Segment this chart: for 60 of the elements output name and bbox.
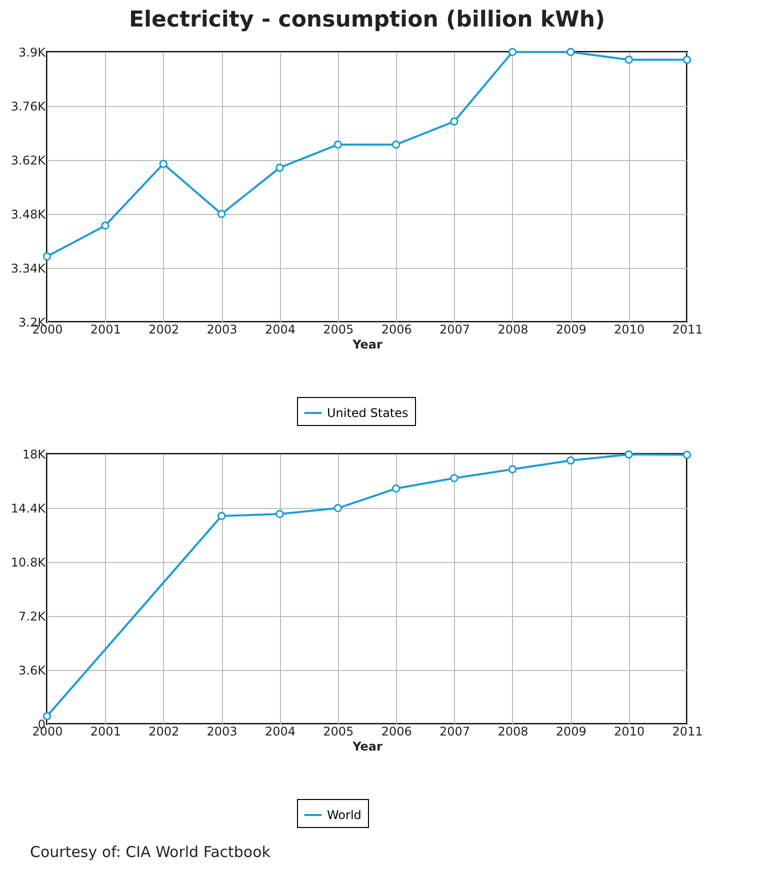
x-tick-label: 2009 — [556, 322, 586, 336]
point — [682, 450, 692, 459]
y-tick-label: 18K — [22, 448, 47, 462]
x-tick-label: 2006 — [381, 724, 412, 738]
x-tick-label: 2011 — [672, 724, 703, 738]
x-tick-label: 2004 — [264, 724, 296, 738]
y-tick-label: 14.4K — [10, 502, 47, 516]
x-tick-label: 2009 — [556, 724, 586, 738]
x-tick-label: 2005 — [323, 322, 354, 336]
point — [392, 140, 400, 149]
point — [624, 450, 633, 459]
point — [334, 504, 342, 512]
y-tick-label: 3.62K — [10, 154, 47, 168]
x-tick-label: 2001 — [90, 724, 121, 738]
y-tick-label: 3.76K — [10, 100, 47, 114]
y-tick-label: 3.9K — [18, 46, 47, 60]
x-axis-title: Year — [352, 740, 382, 754]
point — [42, 252, 52, 261]
y-tick-label: 3.48K — [10, 208, 47, 222]
chart-title: Electricity - consumption (billion kWh) — [128, 8, 606, 33]
y-tick-label: 7.2K — [18, 610, 47, 624]
x-tick-label: 2008 — [498, 724, 528, 738]
point — [42, 712, 52, 720]
x-tick-label: 2010 — [614, 322, 645, 336]
text: Courtesy of: CIA World Factbook — [30, 843, 270, 863]
point — [217, 210, 226, 218]
point — [217, 512, 226, 520]
x-axis-title: Year — [352, 338, 382, 352]
x-tick-label: 2006 — [381, 322, 412, 336]
point — [566, 456, 575, 465]
point — [334, 140, 342, 149]
x-tick-label: 2007 — [440, 322, 470, 336]
x-tick-label: 2004 — [264, 322, 296, 336]
point — [276, 164, 284, 172]
x-tick-label: 2002 — [148, 724, 180, 738]
x-tick-label: 2005 — [323, 724, 354, 738]
point — [450, 117, 458, 126]
y-tick-label: 10.8K — [10, 556, 47, 570]
y-tick-label: 3.6K — [18, 664, 47, 678]
x-tick-label: 2008 — [498, 322, 528, 336]
point — [392, 484, 400, 493]
point — [682, 56, 692, 64]
point — [159, 160, 168, 168]
point — [508, 48, 517, 56]
point — [508, 465, 517, 474]
x-tick-label: 2003 — [206, 724, 238, 738]
point — [101, 221, 110, 230]
x-tick-label: 2003 — [206, 322, 238, 336]
legend-label: World — [327, 808, 362, 822]
y-tick-label: 3.34K — [10, 262, 47, 276]
point — [450, 474, 458, 482]
point — [276, 510, 284, 518]
x-tick-label: 2007 — [440, 724, 470, 738]
point — [624, 56, 633, 64]
x-tick-label: 2001 — [90, 322, 121, 336]
x-tick-label: 2002 — [148, 322, 180, 336]
point — [566, 48, 575, 56]
legend-label: United States — [327, 406, 408, 420]
x-tick-label: 2010 — [614, 724, 645, 738]
x-tick-label: 2011 — [672, 322, 703, 336]
